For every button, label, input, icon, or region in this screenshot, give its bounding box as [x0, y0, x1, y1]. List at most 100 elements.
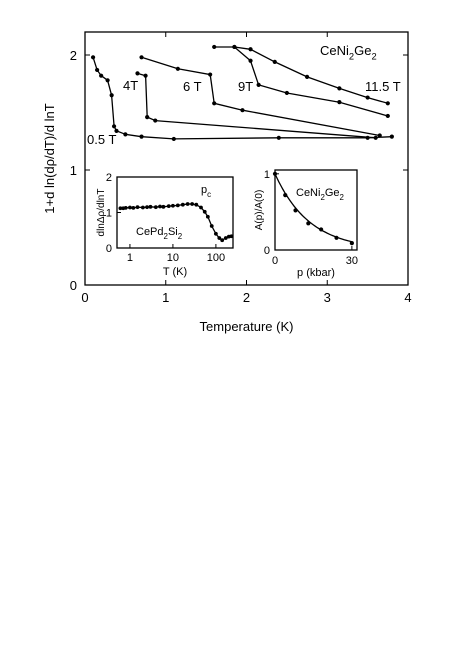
data-point	[135, 71, 140, 76]
data-point	[223, 236, 228, 240]
x-tick-label: 3	[324, 290, 331, 305]
y-tick-label: 1	[264, 169, 270, 181]
data-point	[248, 58, 253, 63]
data-point	[217, 236, 222, 240]
main-chart: 0 1 2 3 4 0 1 2 Temperature (K) 1+d ln(dρ/dT)/d l…	[42, 31, 412, 334]
data-point	[229, 234, 234, 239]
data-point	[143, 73, 148, 78]
series-label: 6 T	[183, 79, 202, 94]
data-point	[232, 44, 237, 50]
data-point	[385, 101, 390, 106]
x-tick-label: 4	[404, 290, 411, 305]
y-tick-label: 0	[264, 245, 270, 257]
data-point	[171, 203, 175, 208]
data-point	[209, 224, 214, 228]
data-point	[161, 204, 166, 209]
data-point	[190, 202, 195, 206]
data-point	[166, 204, 171, 209]
y-tick-label: 0	[70, 278, 77, 293]
data-point	[128, 205, 132, 210]
data-point	[213, 231, 218, 236]
data-point	[220, 238, 225, 243]
data-point	[114, 128, 119, 133]
y-tick-label: 1	[70, 163, 77, 178]
data-point	[337, 86, 342, 91]
x-tick-label: 0	[81, 290, 88, 305]
x-axis-label: p (kbar)	[297, 267, 335, 279]
x-tick-label: 10	[167, 252, 179, 264]
data-point	[109, 93, 114, 98]
data-point	[175, 66, 180, 71]
data-point	[171, 136, 176, 142]
data-point	[389, 134, 394, 139]
x-tick-label: 2	[243, 290, 250, 305]
data-point	[153, 205, 158, 210]
y-axis-label: dlnΔρ/dlnT	[96, 189, 107, 237]
data-point	[337, 100, 342, 105]
fit-curve	[274, 173, 353, 243]
y-tick-label: 2	[106, 172, 112, 184]
data-point	[105, 78, 110, 83]
data-point	[135, 205, 140, 210]
data-point	[194, 202, 199, 207]
data-point	[385, 113, 390, 119]
data-point	[131, 205, 136, 210]
data-point	[306, 221, 311, 226]
data-point	[180, 202, 185, 207]
inset-chart-cepd2si2: 1 10 100 0 1 2 T (K) dlnΔρ/dlnT pc CePd2Si2	[96, 172, 234, 278]
x-tick-label: 1	[127, 252, 133, 264]
data-point	[205, 214, 210, 219]
compound-label: CeNi2Ge2	[296, 187, 344, 202]
y-axis-label: 1+d ln(dρ/dT)/d lnT	[42, 103, 57, 213]
data-point	[199, 205, 203, 210]
compound-label: CePd2Si2	[136, 226, 182, 241]
main-plot-frame	[84, 31, 409, 286]
series-label: 11.5 T	[365, 79, 401, 94]
data-point	[90, 55, 96, 60]
data-point	[139, 55, 144, 60]
data-point	[123, 132, 128, 137]
data-point	[248, 47, 253, 52]
y-axis-label: A(p)/A(0)	[254, 190, 265, 231]
series-line	[92, 57, 392, 140]
data-point	[319, 227, 324, 232]
data-point	[377, 133, 382, 138]
inset-right-frame	[274, 169, 358, 251]
data-point	[212, 44, 217, 50]
x-tick-label: 0	[272, 255, 278, 267]
data-point	[276, 135, 281, 140]
pc-label: pc	[201, 184, 211, 199]
data-point	[334, 235, 339, 240]
x-tick-label: 1	[162, 290, 169, 305]
data-point	[240, 108, 245, 113]
data-point	[140, 205, 145, 210]
data-point	[202, 209, 207, 214]
data-point	[185, 202, 190, 206]
data-point	[95, 67, 100, 73]
data-point	[145, 205, 149, 210]
series-line	[141, 56, 380, 137]
data-point	[139, 134, 144, 139]
data-point	[99, 73, 104, 78]
data-point	[284, 90, 289, 96]
data-point	[212, 101, 217, 106]
data-point	[145, 115, 150, 120]
data-point	[118, 206, 123, 211]
data-point	[272, 171, 278, 176]
x-tick-label: 30	[346, 255, 358, 267]
series-label: 0.5 T	[87, 132, 116, 147]
data-point	[123, 205, 128, 210]
data-point	[148, 204, 153, 209]
inset-chart-pressure: 0 30 0 1 p (kbar) A(p)/A(0) CeNi2Ge2	[254, 169, 358, 279]
data-point	[208, 72, 213, 77]
data-point	[153, 118, 158, 123]
series-label: 9T	[238, 79, 253, 94]
data-point	[304, 74, 310, 79]
data-point	[283, 193, 288, 198]
y-tick-label: 2	[70, 48, 77, 63]
data-point	[272, 59, 277, 64]
x-tick-label: 100	[207, 252, 225, 264]
data-point	[111, 124, 117, 129]
data-point	[349, 241, 354, 246]
